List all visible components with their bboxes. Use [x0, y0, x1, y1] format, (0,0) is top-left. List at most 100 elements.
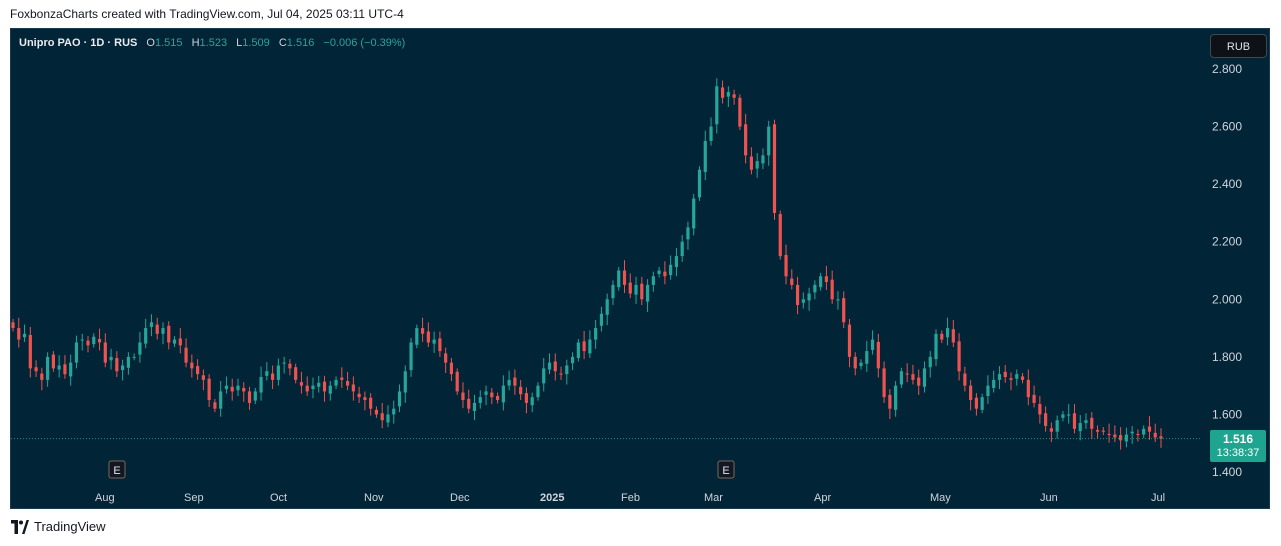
- candle: [565, 359, 569, 385]
- candle: [472, 394, 477, 421]
- candle: [738, 94, 742, 131]
- candle: [790, 269, 794, 290]
- candle: [1020, 372, 1025, 384]
- candle: [726, 86, 730, 107]
- candle: [190, 354, 194, 378]
- candle: [270, 365, 275, 390]
- candle: [853, 352, 857, 376]
- x-tick-label: Mar: [704, 492, 723, 504]
- candle: [317, 375, 321, 393]
- earnings-marker[interactable]: E: [108, 460, 126, 479]
- candle: [109, 348, 113, 370]
- candle: [490, 387, 494, 405]
- x-tick-label: Apr: [814, 492, 831, 504]
- candle: [351, 376, 355, 401]
- candle: [605, 293, 609, 326]
- candle: [11, 318, 15, 332]
- candle: [17, 317, 21, 348]
- candle: [778, 210, 782, 260]
- candle: [40, 367, 44, 391]
- currency-button[interactable]: RUB: [1210, 34, 1267, 58]
- candle: [253, 387, 257, 405]
- last-price: 1.516: [1222, 432, 1254, 446]
- candle: [138, 332, 142, 363]
- candle: [772, 119, 777, 220]
- candle: [842, 291, 846, 329]
- chart-panel[interactable]: 2.800 2.600 2.400 2.200 2.000 1.800 1.600 1.400…: [10, 28, 1270, 509]
- candle: [640, 276, 644, 306]
- candle: [1078, 415, 1082, 441]
- x-tick-label: Jun: [1040, 492, 1058, 504]
- open-label: O: [146, 37, 155, 49]
- earnings-marker[interactable]: E: [717, 460, 735, 479]
- candle: [870, 330, 875, 355]
- candle: [1153, 423, 1157, 443]
- candle: [207, 374, 211, 407]
- candle: [1090, 412, 1094, 440]
- candle: [917, 369, 921, 395]
- candle: [455, 368, 459, 395]
- candle: [588, 330, 592, 359]
- footer-brand[interactable]: TradingView: [10, 519, 106, 534]
- candle: [801, 292, 805, 309]
- candle: [28, 326, 32, 378]
- candle: [201, 369, 205, 391]
- candle: [224, 376, 229, 394]
- candlestick-chart[interactable]: 2.800 2.600 2.400 2.200 2.000 1.800 1.600 1.400…: [11, 29, 1269, 508]
- candle: [974, 393, 978, 416]
- candle: [634, 276, 638, 304]
- candle: [467, 389, 471, 414]
- candle: [830, 270, 834, 304]
- candle: [74, 335, 79, 369]
- candle: [1015, 369, 1019, 386]
- candle: [957, 333, 961, 381]
- candle: [34, 360, 38, 378]
- symbol-title[interactable]: Unipro PAO · 1D · RUS: [19, 37, 138, 49]
- candle: [219, 381, 223, 417]
- candle: [1130, 425, 1134, 444]
- candle: [819, 272, 823, 291]
- candle: [1159, 428, 1163, 448]
- candle: [651, 271, 655, 292]
- candle: [161, 322, 165, 345]
- candle: [426, 322, 430, 348]
- candle: [761, 148, 765, 170]
- candle: [51, 351, 55, 372]
- candle: [997, 366, 1002, 390]
- candle: [1049, 422, 1053, 443]
- candle: [865, 340, 869, 372]
- candle: [167, 321, 171, 350]
- candle: [669, 255, 673, 280]
- candle: [242, 382, 246, 402]
- candle: [963, 366, 967, 392]
- candle: [155, 317, 159, 340]
- candle: [697, 166, 702, 201]
- candle: [813, 280, 817, 300]
- candle: [645, 279, 650, 312]
- candle: [836, 291, 840, 310]
- candle: [478, 390, 482, 409]
- candle: [582, 330, 586, 360]
- candle: [305, 376, 309, 397]
- candle: [686, 221, 690, 250]
- candle: [57, 355, 61, 378]
- footer-brand-text: TradingView: [34, 519, 106, 534]
- candle: [951, 320, 955, 348]
- x-tick-label: May: [930, 492, 951, 504]
- candle: [115, 351, 119, 378]
- candle: [46, 352, 50, 387]
- chart-caption: FoxbonzaCharts created with TradingView.…: [10, 7, 404, 21]
- y-tick-label: 1.600: [1212, 407, 1242, 421]
- candle: [945, 317, 950, 346]
- candle: [213, 398, 217, 413]
- candle: [876, 333, 880, 378]
- candle: [126, 352, 130, 375]
- candle: [438, 331, 442, 357]
- x-tick-label: Aug: [95, 492, 115, 504]
- candle: [369, 393, 373, 416]
- x-tick-label: 2025: [540, 492, 564, 504]
- x-tick-label: Jul: [1151, 492, 1165, 504]
- candle: [622, 260, 627, 293]
- candle: [513, 369, 517, 395]
- candle: [905, 363, 909, 383]
